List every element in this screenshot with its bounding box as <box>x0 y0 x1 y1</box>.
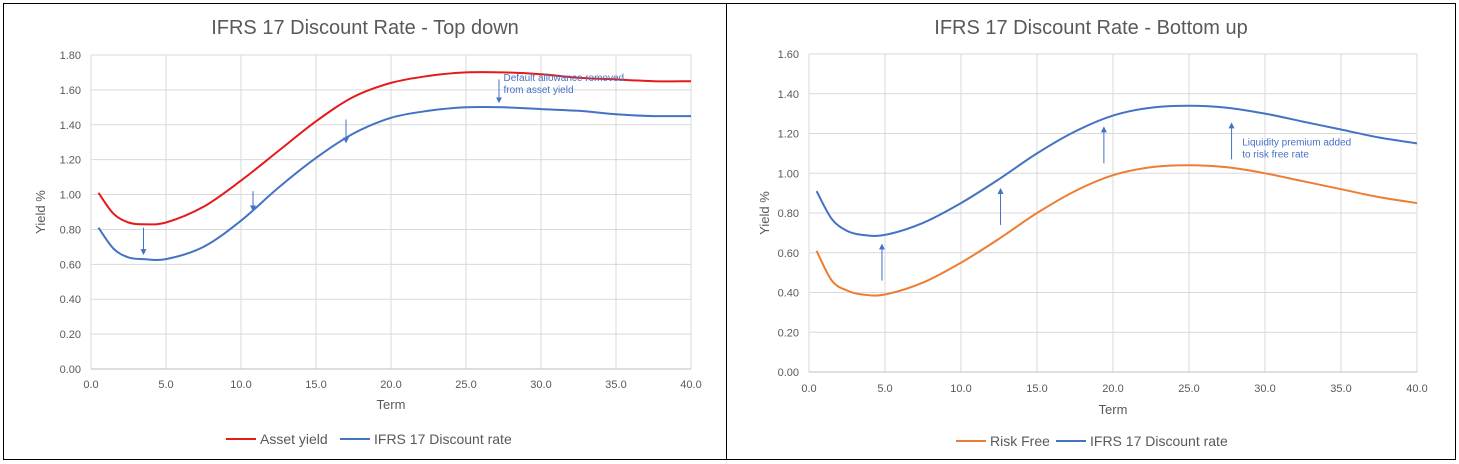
y-axis-label: Yield % <box>33 190 48 234</box>
y-tick-label: 0.80 <box>60 224 81 236</box>
y-tick-label: 0.60 <box>778 248 799 260</box>
y-tick-label: 1.40 <box>60 120 81 132</box>
x-tick-label: 15.0 <box>1026 383 1047 395</box>
legend-label: Risk Free <box>990 433 1050 449</box>
x-tick-label: 20.0 <box>380 379 401 391</box>
series-line-2 <box>815 104 1418 237</box>
series-line-1 <box>97 71 692 226</box>
y-tick-label: 1.00 <box>778 168 799 180</box>
legend-label: Asset yield <box>260 431 328 447</box>
x-tick-label: 35.0 <box>605 379 626 391</box>
y-tick-label: 0.40 <box>778 288 799 300</box>
y-tick-label: 0.20 <box>60 329 81 341</box>
x-axis-label: Term <box>1099 402 1128 417</box>
y-tick-label: 0.00 <box>778 367 799 379</box>
y-tick-label: 1.60 <box>60 85 81 97</box>
x-tick-label: 30.0 <box>530 379 551 391</box>
x-tick-label: 35.0 <box>1330 383 1351 395</box>
y-tick-label: 0.40 <box>60 294 81 306</box>
y-tick-label: 0.00 <box>60 364 81 376</box>
x-tick-label: 10.0 <box>950 383 971 395</box>
x-tick-label: 40.0 <box>1406 383 1427 395</box>
x-tick-label: 30.0 <box>1254 383 1275 395</box>
y-tick-label: 0.80 <box>778 208 799 220</box>
x-tick-label: 40.0 <box>680 379 701 391</box>
top-down-chart: IFRS 17 Discount Rate - Top down 0.00 0.20… <box>33 17 702 447</box>
legend-label: IFRS 17 Discount rate <box>374 431 512 447</box>
x-tick-label: 5.0 <box>877 383 892 395</box>
x-tick-label: 10.0 <box>230 379 251 391</box>
y-tick-label: 1.00 <box>60 190 81 202</box>
y-tick-label: 1.20 <box>60 155 81 167</box>
x-tick-label: 0.0 <box>801 383 816 395</box>
y-axis-label: Yield % <box>757 191 772 235</box>
bottom-up-chart: IFRS 17 Discount Rate - Bottom up 0.00 0.2… <box>757 17 1428 449</box>
x-tick-label: 5.0 <box>158 379 173 391</box>
y-tick-label: 1.20 <box>778 129 799 141</box>
y-tick-label: 0.60 <box>60 259 81 271</box>
chart-panel-top-down: IFRS 17 Discount Rate - Top down 0.00 0.20… <box>3 3 727 460</box>
series-line-1 <box>815 164 1418 297</box>
legend-label: IFRS 17 Discount rate <box>1090 433 1228 449</box>
x-tick-label: 15.0 <box>305 379 326 391</box>
x-axis-label: Term <box>377 397 406 412</box>
series-line-2 <box>97 106 692 262</box>
chart-panel-bottom-up: IFRS 17 Discount Rate - Bottom up 0.00 0.2… <box>726 3 1456 460</box>
y-tick-label: 1.60 <box>778 49 799 61</box>
y-tick-label: 0.20 <box>778 327 799 339</box>
y-tick-label: 1.40 <box>778 89 799 101</box>
y-tick-label: 1.80 <box>60 50 81 62</box>
annotation-text: Liquidity premium added to risk free rate <box>1242 137 1351 160</box>
annotation-text: Default allowance removed from asset yiel… <box>504 73 625 96</box>
chart-title: IFRS 17 Discount Rate - Bottom up <box>934 17 1247 39</box>
x-tick-label: 25.0 <box>455 379 476 391</box>
x-tick-label: 25.0 <box>1178 383 1199 395</box>
chart-title: IFRS 17 Discount Rate - Top down <box>211 17 519 39</box>
x-tick-label: 20.0 <box>1102 383 1123 395</box>
x-tick-label: 0.0 <box>83 379 98 391</box>
